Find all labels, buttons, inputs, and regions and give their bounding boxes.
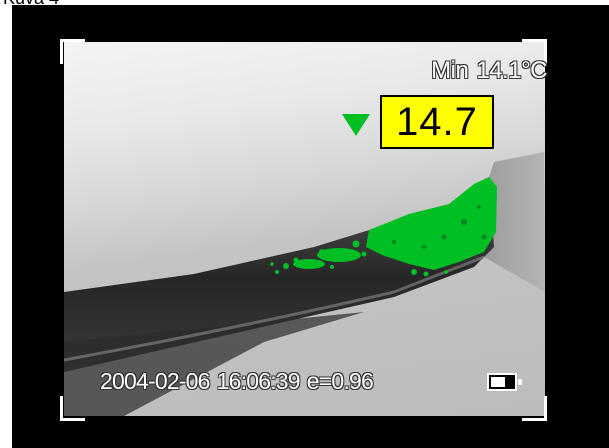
min-value: 14.1: [476, 57, 522, 84]
figure-caption: Kuva 4: [3, 0, 59, 9]
frame-corner-top-left: [60, 39, 85, 64]
status-bar: 2004-02-06 16:06:39 e=0.96: [100, 368, 380, 395]
frame-corner-bottom-left: [60, 396, 85, 421]
pipe-edge: [64, 255, 485, 362]
down-triangle-icon: [342, 114, 370, 136]
thermal-scene: [64, 152, 545, 416]
pipe-lower-shadow: [64, 312, 364, 416]
min-temperature-readout: Min 14.1°C: [431, 57, 547, 85]
frame-corner-top-right: [522, 39, 547, 64]
min-label: Min: [431, 57, 469, 84]
battery-level: [491, 377, 505, 387]
frame-corner-bottom-right: [522, 396, 547, 421]
temperature-unit: °C: [521, 57, 547, 84]
isotherm-texture: [392, 205, 487, 249]
battery-icon: [487, 373, 522, 391]
battery-terminal: [518, 379, 522, 385]
capture-date: 2004-02-06: [100, 368, 210, 394]
capture-time: 16:06:39: [216, 368, 301, 394]
emissivity-value: e=0.96: [306, 368, 374, 394]
thermal-camera-display: Min 14.1°C 14.7 2004-02-06 16:06:39 e=0.96: [12, 5, 609, 448]
isotherm-area: [270, 177, 497, 277]
spot-temperature-box: 14.7: [380, 95, 494, 149]
